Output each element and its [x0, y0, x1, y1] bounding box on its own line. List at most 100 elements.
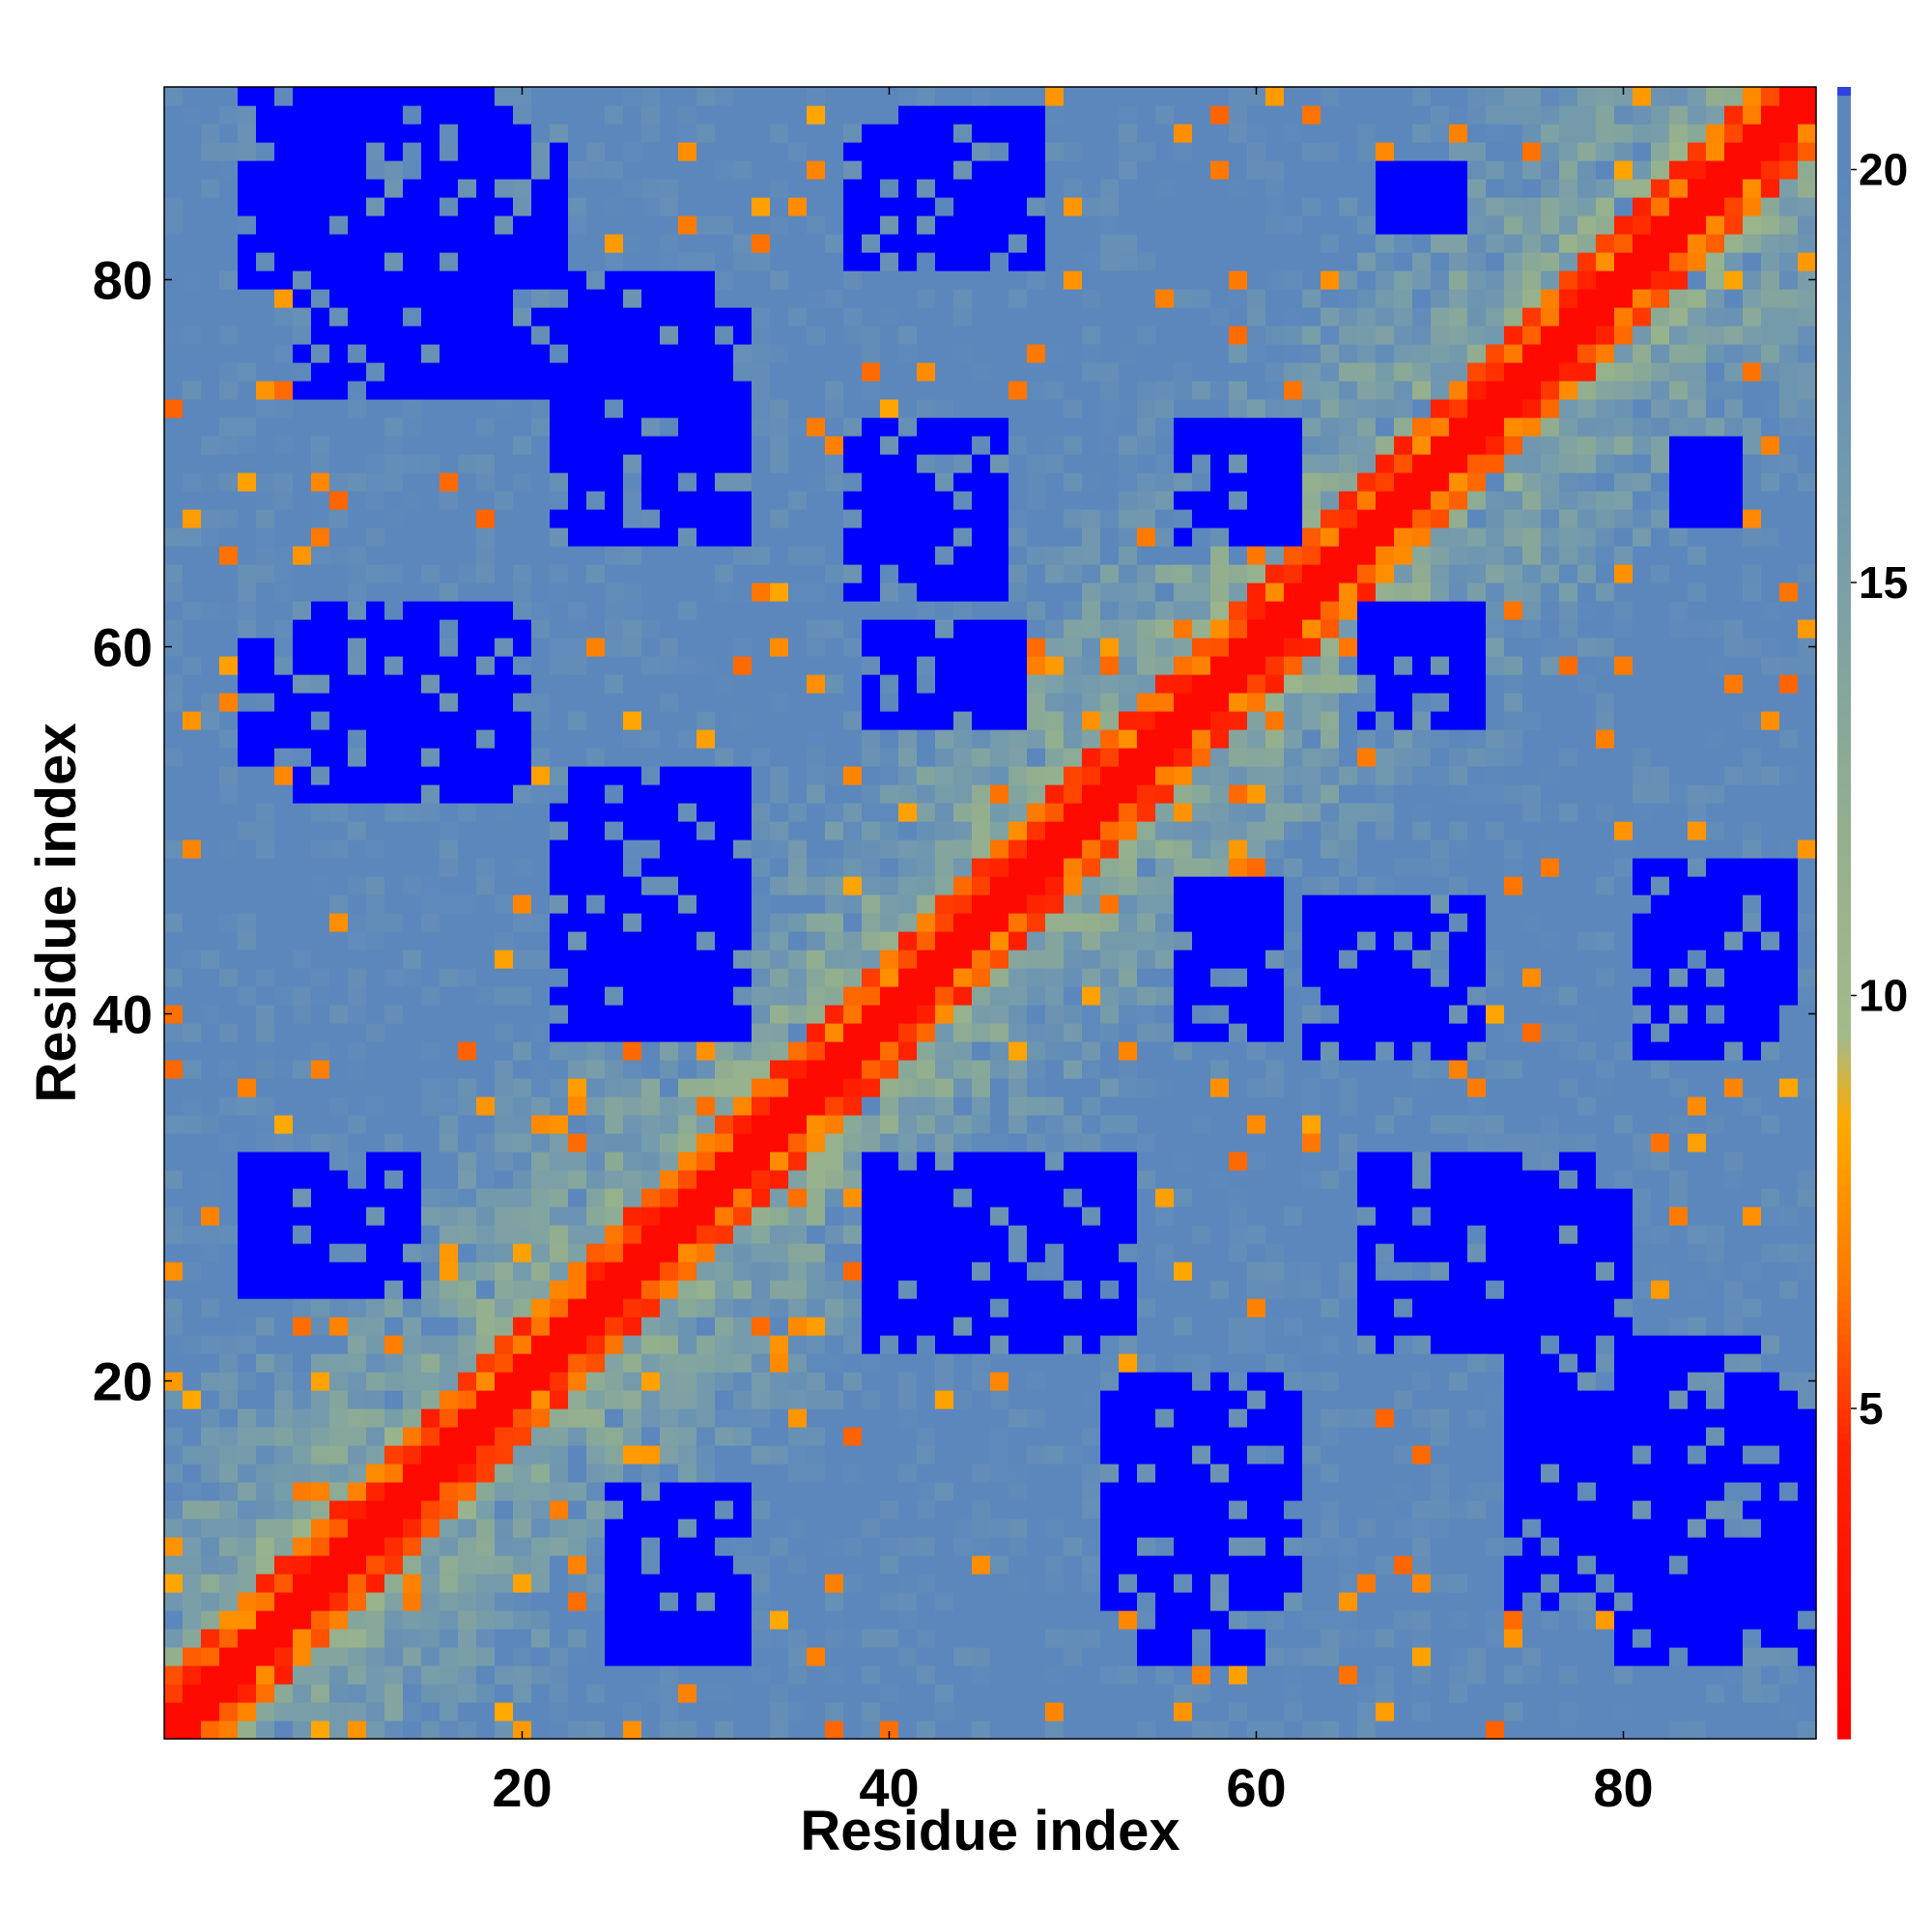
heatmap-cell — [733, 87, 753, 106]
heatmap-cell — [953, 619, 973, 639]
heatmap-cell — [788, 436, 808, 455]
heatmap-cell — [238, 1427, 257, 1446]
heatmap-cell — [1027, 1574, 1046, 1593]
heatmap-cell — [715, 1005, 734, 1024]
heatmap-cell — [1155, 821, 1175, 840]
heatmap-cell — [1027, 546, 1046, 565]
heatmap-cell — [1137, 1555, 1156, 1575]
heatmap-cell — [513, 1574, 532, 1593]
heatmap-cell — [531, 436, 551, 455]
heatmap-cell — [219, 711, 239, 730]
heatmap-cell — [660, 1151, 679, 1171]
heatmap-cell — [696, 1390, 716, 1409]
heatmap-cell — [880, 895, 899, 914]
heatmap-cell — [953, 748, 973, 767]
heatmap-cell — [293, 601, 312, 620]
heatmap-cell — [531, 619, 551, 639]
heatmap-cell — [440, 1555, 459, 1575]
heatmap-cell — [1119, 1188, 1138, 1208]
heatmap-cell — [1045, 1096, 1065, 1116]
heatmap-cell — [678, 1408, 697, 1428]
heatmap-cell — [403, 326, 422, 345]
heatmap-cell — [1137, 436, 1156, 455]
heatmap-cell — [348, 1482, 367, 1501]
heatmap-cell — [733, 381, 753, 400]
heatmap-cell — [788, 968, 808, 987]
heatmap-cell — [825, 638, 844, 657]
heatmap-cell — [862, 839, 881, 859]
heatmap-cell — [476, 289, 496, 308]
heatmap-cell — [238, 1243, 257, 1263]
heatmap-cell — [807, 821, 826, 840]
heatmap-cell — [586, 546, 606, 565]
heatmap-cell — [1174, 1078, 1193, 1097]
heatmap-cell — [825, 160, 844, 180]
heatmap-cell — [935, 472, 954, 492]
heatmap-cell — [531, 1096, 551, 1116]
heatmap-cell — [201, 1243, 220, 1263]
heatmap-cell — [1009, 399, 1028, 418]
heatmap-cell — [752, 234, 771, 253]
heatmap-cell — [513, 1170, 532, 1189]
heatmap-cell — [880, 1078, 899, 1097]
heatmap-cell — [641, 1005, 661, 1024]
heatmap-cell — [384, 436, 404, 455]
heatmap-cell — [568, 1115, 587, 1134]
heatmap-cell — [862, 968, 881, 987]
heatmap-cell — [1119, 1115, 1138, 1134]
heatmap-cell — [403, 1170, 422, 1189]
heatmap-cell — [164, 344, 184, 363]
heatmap-cell — [1027, 1225, 1046, 1244]
heatmap-cell — [201, 674, 220, 694]
heatmap-cell — [1082, 1427, 1101, 1446]
heatmap-cell — [752, 748, 771, 767]
heatmap-cell — [1100, 197, 1120, 216]
heatmap-cell — [788, 950, 808, 969]
heatmap-cell — [953, 1537, 973, 1556]
heatmap-cell — [788, 87, 808, 106]
heatmap-cell — [440, 1298, 459, 1318]
heatmap-cell — [1137, 1280, 1156, 1299]
heatmap-cell — [183, 968, 202, 987]
heatmap-cell — [293, 1427, 312, 1446]
heatmap-cell — [1027, 527, 1046, 547]
heatmap-cell — [476, 858, 496, 877]
heatmap-cell — [513, 527, 532, 547]
heatmap-cell — [953, 821, 973, 840]
heatmap-cell — [807, 509, 826, 528]
heatmap-cell — [660, 931, 679, 951]
heatmap-cell — [623, 1684, 642, 1703]
heatmap-cell — [1137, 950, 1156, 969]
heatmap-cell — [219, 1519, 239, 1538]
heatmap-cell — [219, 913, 239, 932]
heatmap-cell — [348, 619, 367, 639]
heatmap-cell — [972, 1041, 991, 1061]
heatmap-cell — [1155, 895, 1175, 914]
heatmap-cell — [660, 399, 679, 418]
heatmap-cell — [366, 1115, 385, 1134]
heatmap-cell — [550, 821, 569, 840]
heatmap-cell — [495, 895, 514, 914]
heatmap-cell — [164, 1537, 184, 1556]
heatmap-cell — [862, 1482, 881, 1501]
heatmap-cell — [641, 454, 661, 473]
heatmap-cell — [164, 729, 184, 749]
heatmap-cell — [586, 748, 606, 767]
heatmap-cell — [329, 876, 349, 895]
heatmap-cell — [1064, 1500, 1083, 1520]
heatmap-cell — [990, 142, 1009, 161]
heatmap-cell — [293, 638, 312, 657]
heatmap-cell — [715, 1207, 734, 1226]
heatmap-cell — [733, 674, 753, 694]
heatmap-cell — [660, 693, 679, 712]
heatmap-cell — [770, 1243, 789, 1263]
heatmap-cell — [715, 142, 734, 161]
heatmap-cell — [586, 197, 606, 216]
heatmap-cell — [403, 858, 422, 877]
heatmap-cell — [201, 1188, 220, 1208]
heatmap-cell — [1119, 197, 1138, 216]
heatmap-cell — [219, 1482, 239, 1501]
heatmap-cell — [458, 601, 477, 620]
heatmap-cell — [495, 839, 514, 859]
heatmap-cell — [238, 289, 257, 308]
